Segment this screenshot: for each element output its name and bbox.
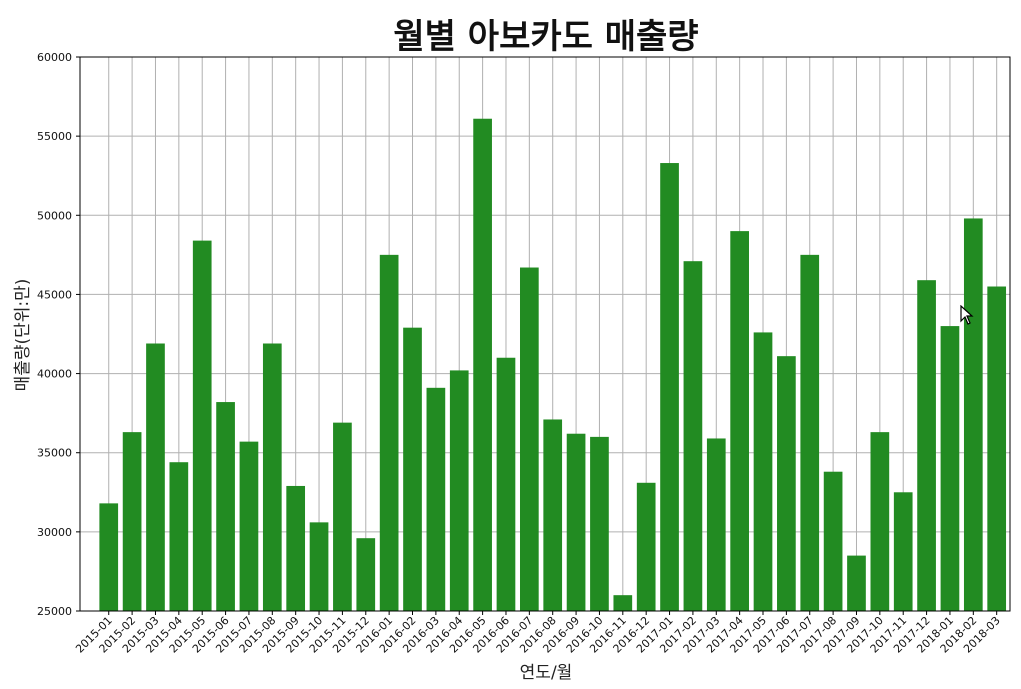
y-tick-label: 25000	[37, 605, 72, 618]
bar-2016-04	[449, 370, 469, 611]
bar-2016-02	[403, 327, 422, 611]
bar-2015-07	[239, 441, 259, 611]
bar-2016-05	[473, 118, 492, 611]
bar-2015-12	[356, 538, 376, 611]
bar-2015-04	[169, 462, 189, 611]
bar-2016-12	[636, 482, 656, 611]
bar-2016-09	[566, 433, 586, 611]
bar-2015-06	[216, 402, 235, 611]
bar-2018-03	[987, 286, 1007, 611]
bar-2017-03	[706, 438, 726, 611]
bar-2015-11	[333, 422, 352, 611]
bar-2017-04	[730, 231, 749, 611]
y-tick-label: 55000	[37, 130, 72, 143]
bar-2017-12	[917, 280, 936, 611]
bar-2017-06	[777, 356, 796, 611]
bar-2017-01	[660, 163, 679, 611]
bar-2016-07	[519, 267, 539, 611]
bar-2017-02	[683, 261, 703, 611]
bar-2015-10	[309, 522, 329, 611]
bar-2015-09	[286, 485, 306, 611]
y-tick-label: 45000	[37, 288, 72, 301]
bar-2016-10	[590, 436, 609, 611]
bar-2015-01	[99, 503, 119, 611]
bar-2016-06	[496, 357, 516, 611]
bar-2017-09	[847, 555, 866, 611]
bar-2017-10	[870, 432, 890, 611]
y-axis-label: 매출량(단위:만)	[13, 279, 33, 392]
bar-2015-03	[146, 343, 165, 611]
bar-2018-02	[963, 218, 983, 612]
bar-2015-08	[262, 343, 282, 611]
bar-2016-01	[379, 254, 399, 611]
y-tick-label: 30000	[37, 526, 72, 539]
bar-2017-07	[800, 254, 820, 611]
bar-2016-03	[426, 387, 446, 611]
bar-2016-11	[613, 595, 633, 611]
bar-2017-08	[823, 471, 843, 611]
bar-2017-11	[893, 492, 913, 611]
plot-frame	[79, 56, 1011, 612]
bar-2018-01	[940, 326, 960, 611]
y-tick-label: 50000	[37, 209, 72, 222]
chart-title: 월별 아보카도 매출량	[393, 17, 698, 57]
bar-2015-05	[192, 240, 212, 611]
axes	[76, 56, 1011, 615]
y-tick-label: 40000	[37, 368, 72, 381]
mouse-pointer-icon	[960, 305, 974, 325]
bars	[99, 118, 1007, 612]
bar-2015-02	[122, 432, 142, 611]
bar-2017-05	[753, 332, 773, 611]
bar-2016-08	[543, 419, 563, 611]
x-axis-label: 연도/월	[520, 663, 573, 683]
y-tick-label: 35000	[37, 447, 72, 460]
y-tick-label: 60000	[37, 51, 72, 64]
